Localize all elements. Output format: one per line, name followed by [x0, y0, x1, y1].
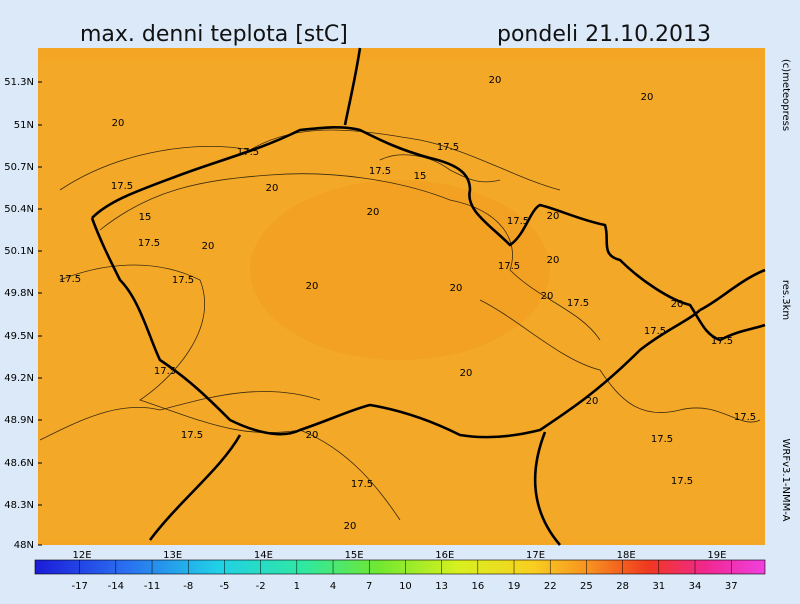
latitude-label: 51N: [14, 120, 34, 131]
contour-label: 15: [139, 212, 152, 223]
latitude-label: 51.3N: [4, 77, 34, 88]
shade: [250, 180, 550, 360]
contour-label: 20: [306, 430, 319, 441]
state-border: [91, 125, 766, 342]
contour-label: 17.5: [351, 479, 373, 490]
contour-label: 20: [112, 118, 125, 129]
contour-label: 17.5: [437, 142, 459, 153]
latitude-label: 50.4N: [4, 204, 34, 215]
contour-line: [379, 154, 501, 183]
colorbar-label: 4: [330, 581, 336, 592]
colorbar-label: 19: [508, 581, 521, 592]
contour-label: 17.5: [181, 430, 203, 441]
colorbar-label: 34: [689, 581, 702, 592]
contour-label: 17.5: [154, 366, 176, 377]
contour-label: 17.5: [567, 298, 589, 309]
colorbar-label: 10: [399, 581, 412, 592]
date: pondeli 21.10.2013: [497, 22, 711, 47]
contour-label: 20: [541, 291, 554, 302]
contour-label: 15: [414, 171, 427, 182]
contour-label: 17.5: [172, 275, 194, 286]
latitude-label: 48N: [14, 540, 34, 551]
colorbar-label: 22: [544, 581, 557, 592]
colorbar-label: -8: [183, 581, 193, 592]
colorbar-label: 7: [366, 581, 372, 592]
contour-label: 20: [306, 281, 319, 292]
contour-label: 20: [671, 299, 684, 310]
longitude-label: 12E: [72, 550, 91, 561]
contour-label: 20: [547, 211, 560, 222]
contour-line: [59, 129, 561, 191]
state-border: [148, 434, 242, 541]
state-border: [533, 431, 561, 546]
side-text: (c)meteopress: [780, 59, 791, 131]
colorbar-label: 28: [616, 581, 629, 592]
contour-line: [479, 299, 761, 423]
longitude-label: 14E: [254, 550, 273, 561]
state-border: [699, 268, 766, 312]
contour-label: 20: [450, 283, 463, 294]
contour-label: 20: [202, 241, 215, 252]
contour-label: 17.5: [111, 181, 133, 192]
side-text: WRFv3.1-NMM-A: [780, 439, 791, 522]
contour-label: 20: [344, 521, 357, 532]
contour-label: 20: [586, 396, 599, 407]
colorbar-label: -11: [144, 581, 160, 592]
colorbar-label: 1: [294, 581, 300, 592]
contour-label: 20: [547, 255, 560, 266]
state-border: [343, 47, 362, 126]
contour-label: 17.5: [507, 216, 529, 227]
state-border: [90, 217, 701, 439]
longitude-label: 17E: [526, 550, 545, 561]
latitude-label: 48.6N: [4, 458, 34, 469]
title: max. denni teplota [stC]: [80, 22, 348, 47]
longitude-label: 15E: [345, 550, 364, 561]
contour-label: 17.5: [671, 476, 693, 487]
colorbar-label: 16: [471, 581, 484, 592]
contour-label: 17.5: [237, 147, 259, 158]
colorbar-label: 25: [580, 581, 593, 592]
colorbar-label: 37: [725, 581, 738, 592]
contour-label: 17.5: [369, 166, 391, 177]
side-text: res.3km: [780, 280, 791, 320]
contour-label: 20: [266, 183, 279, 194]
contour-label: 17.5: [644, 326, 666, 337]
contour-label: 17.5: [138, 238, 160, 249]
contour-label: 17.5: [59, 274, 81, 285]
colorbar-label: -5: [219, 581, 229, 592]
contour-label: 17.5: [651, 434, 673, 445]
colorbar-label: -14: [108, 581, 124, 592]
longitude-label: 19E: [707, 550, 726, 561]
latitude-label: 48.3N: [4, 500, 34, 511]
colorbar-label: -17: [71, 581, 87, 592]
latitude-label: 48.9N: [4, 415, 34, 426]
longitude-label: 13E: [163, 550, 182, 561]
colorbar-label: 31: [652, 581, 665, 592]
contour-label: 17.5: [498, 261, 520, 272]
contour-label: 20: [489, 75, 502, 86]
colorbar: [34, 559, 766, 575]
latitude-label: 49.2N: [4, 373, 34, 384]
contour-label: 17.5: [734, 412, 756, 423]
contour-label: 20: [460, 368, 473, 379]
latitude-label: 50.1N: [4, 246, 34, 257]
contour-line: [59, 264, 401, 521]
contour-line: [99, 173, 601, 341]
contour-label: 20: [367, 207, 380, 218]
contour-label: 20: [641, 92, 654, 103]
longitude-label: 18E: [617, 550, 636, 561]
colorbar-label: -2: [256, 581, 266, 592]
contour-line: [39, 391, 321, 441]
longitude-label: 16E: [435, 550, 454, 561]
latitude-label: 49.5N: [4, 331, 34, 342]
contour-label: 17.5: [711, 336, 733, 347]
latitude-label: 49.8N: [4, 288, 34, 299]
colorbar-label: 13: [435, 581, 448, 592]
latitude-label: 50.7N: [4, 162, 34, 173]
